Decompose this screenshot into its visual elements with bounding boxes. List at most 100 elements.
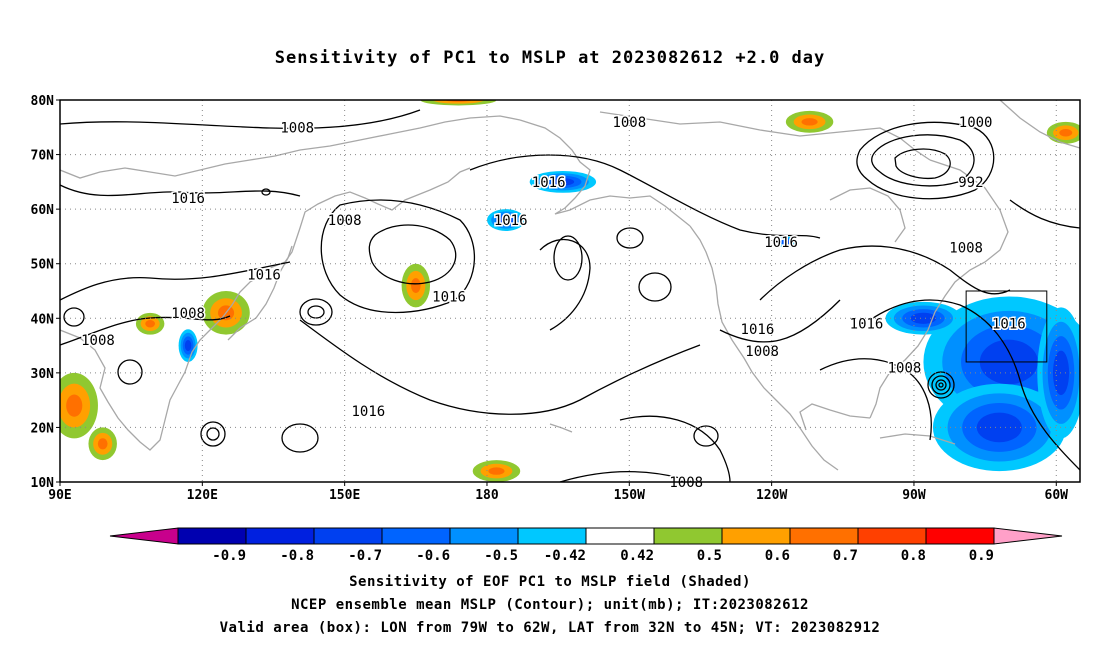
greenland-coastline [999,100,1080,149]
siberia-coastline [60,115,521,179]
positive-sensitivity-region [97,438,108,450]
contour-label: 1008 [328,213,362,229]
colorbar-segment [653,527,723,545]
colorbar-label: -0.6 [416,548,450,564]
colorbar-segment [789,527,859,545]
contour-label: 1008 [612,115,646,131]
colorbar-segment [245,527,315,545]
latitude-label: 50N [31,258,55,273]
hawaii-islands [549,423,573,433]
colorbar-segment [381,527,451,545]
contour-1008-arctic [60,109,421,130]
colorbar-label: 0.5 [697,548,722,564]
contour-label: 1000 [959,115,993,131]
colorbar-low-triangle [109,527,179,545]
longitude-label: 90W [902,488,926,503]
contour-1008-pacific-low [368,224,457,285]
longitude-label: 120E [187,488,218,503]
colorbar-segment [585,527,655,545]
negative-sensitivity-region [184,340,192,352]
latitude-label: 80N [31,94,55,109]
hurricane-ring-4 [938,382,944,388]
positive-sensitivity-region [488,467,505,475]
contour-pacific-ring-7 [200,421,226,447]
contour-pacific-ring-6 [117,359,143,385]
colorbar-segment [857,527,927,545]
latitude-label: 40N [31,312,55,327]
colorbar-label: 0.7 [833,548,858,564]
positive-sensitivity-region [801,118,818,126]
contour-pacific-ring-9 [281,423,319,453]
colorbar-label: 0.9 [969,548,994,564]
north-america-west-coastline [689,225,839,471]
caption-line-2: NCEP ensemble mean MSLP (Contour); unit(… [291,597,809,613]
map-frame [59,99,1081,483]
contour-label: 1016 [532,175,566,191]
contour-label: 992 [958,175,983,191]
latitude-label: 70N [31,149,55,164]
colorbar-label: -0.8 [280,548,314,564]
plot-title: Sensitivity of PC1 to MSLP at 2023082612… [274,48,826,68]
contour-1016-far-east [1009,199,1080,229]
contour-label: 1008 [888,360,922,376]
longitude-label: 150E [329,488,360,503]
colorbar-segment [313,527,383,545]
colorbar-label: 0.42 [620,548,654,564]
hurricane-ring-3 [935,379,947,391]
longitude-label: 150W [614,488,645,503]
valid-area-box [965,290,1048,363]
longitude-label: 90E [48,488,71,503]
contour-pacific-ring-2 [616,227,644,249]
hurricane-ring-2 [931,375,951,395]
hurricane-ring-1 [927,371,955,399]
caribbean-islands [879,433,956,445]
contour-pacific-ring-1 [638,272,672,302]
contour-1008-south [559,470,681,482]
canada-arctic-coastline [599,111,931,161]
contour-pacific-ring-11 [261,188,271,196]
colorbar-high-triangle [993,527,1063,545]
contour-label: 1008 [949,240,983,256]
contour-pacific-ring-3 [553,235,583,281]
colorbar-label: -0.9 [212,548,246,564]
contour-1016-na-west [539,238,591,331]
latitude-label: 20N [31,421,55,436]
contour-992-low [894,148,951,180]
latitude-label: 30N [31,367,55,382]
contour-1016-north-pacific [60,184,301,197]
contour-1008-low-arctic [856,121,995,200]
contour-1016-pacific-high [299,319,701,415]
contour-1016-atlantic [869,299,1080,471]
contour-pacific-ring-4 [299,298,333,326]
contour-1016-gulf-alaska [469,154,821,239]
contour-label: 1016 [741,322,775,338]
contour-label: 1016 [432,289,466,305]
negative-sensitivity-region [976,412,1022,443]
contour-label: 1016 [352,404,386,420]
contour-1016-na-east [759,245,1011,301]
positive-sensitivity-region [1059,129,1073,137]
alaska-coastline [519,119,691,227]
contour-pacific-ring-8 [206,427,220,441]
contour-1016-pacific-low [320,199,476,314]
latitude-label: 60N [31,203,55,218]
north-america-east-coastline [869,159,1009,419]
contour-pacific-ring-5 [307,305,325,319]
japan-coastline [227,245,293,341]
positive-sensitivity-region [66,394,83,417]
colorbar-label: 0.8 [901,548,926,564]
latitude-label: 10N [31,476,55,491]
contour-label: 1008 [669,475,703,491]
colorbar-segment [449,527,519,545]
negative-sensitivity-region [1052,350,1070,396]
negative-sensitivity-region [551,178,575,186]
contour-label: 1008 [171,306,205,322]
contour-1016-south-pacific [619,415,731,482]
colorbar-segment [177,527,247,545]
asia-coastline [60,167,471,451]
negative-sensitivity-region [499,216,513,224]
longitude-label: 180 [475,488,499,503]
colorbar-segment [517,527,587,545]
caption-line-1: Sensitivity of EOF PC1 to MSLP field (Sh… [349,574,751,590]
